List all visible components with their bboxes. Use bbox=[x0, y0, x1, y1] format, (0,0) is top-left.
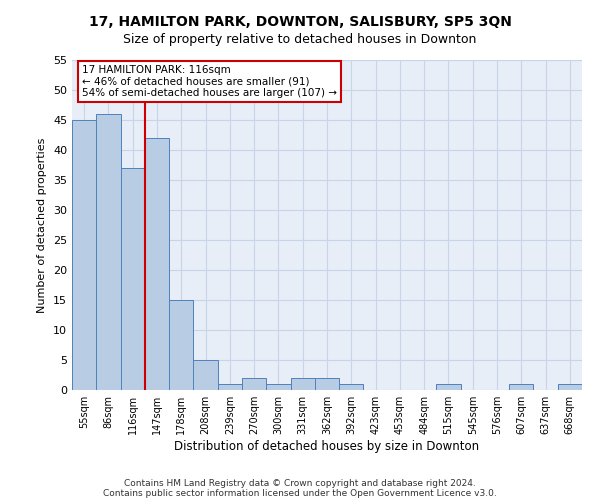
Bar bbox=[242, 378, 266, 390]
Text: Contains HM Land Registry data © Crown copyright and database right 2024.: Contains HM Land Registry data © Crown c… bbox=[124, 478, 476, 488]
Bar bbox=[121, 168, 145, 390]
Bar bbox=[558, 384, 582, 390]
Text: 17, HAMILTON PARK, DOWNTON, SALISBURY, SP5 3QN: 17, HAMILTON PARK, DOWNTON, SALISBURY, S… bbox=[89, 15, 511, 29]
Bar bbox=[193, 360, 218, 390]
Bar bbox=[96, 114, 121, 390]
Bar bbox=[145, 138, 169, 390]
Bar bbox=[266, 384, 290, 390]
Bar bbox=[72, 120, 96, 390]
Bar bbox=[315, 378, 339, 390]
Bar bbox=[290, 378, 315, 390]
Bar bbox=[169, 300, 193, 390]
Text: 17 HAMILTON PARK: 116sqm
← 46% of detached houses are smaller (91)
54% of semi-d: 17 HAMILTON PARK: 116sqm ← 46% of detach… bbox=[82, 65, 337, 98]
Text: Contains public sector information licensed under the Open Government Licence v3: Contains public sector information licen… bbox=[103, 488, 497, 498]
Bar bbox=[339, 384, 364, 390]
Bar bbox=[218, 384, 242, 390]
Bar bbox=[436, 384, 461, 390]
Text: Size of property relative to detached houses in Downton: Size of property relative to detached ho… bbox=[124, 32, 476, 46]
Bar bbox=[509, 384, 533, 390]
Y-axis label: Number of detached properties: Number of detached properties bbox=[37, 138, 47, 312]
X-axis label: Distribution of detached houses by size in Downton: Distribution of detached houses by size … bbox=[175, 440, 479, 453]
